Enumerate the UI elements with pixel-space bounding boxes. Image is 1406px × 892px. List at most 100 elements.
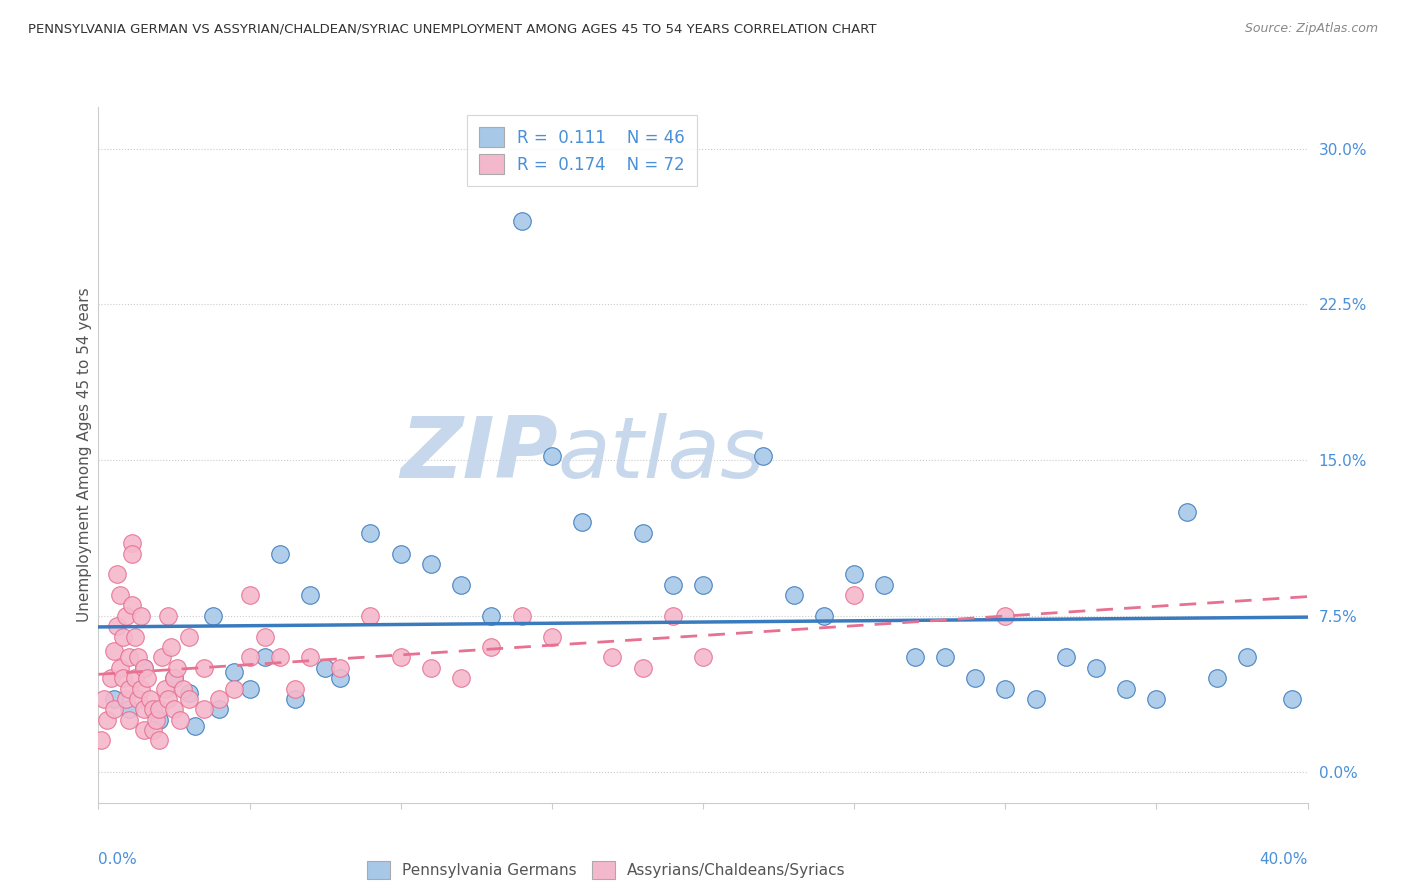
Point: [103, 692, 125, 706]
Text: PENNSYLVANIA GERMAN VS ASSYRIAN/CHALDEAN/SYRIAC UNEMPLOYMENT AMONG AGES 45 TO 54: PENNSYLVANIA GERMAN VS ASSYRIAN/CHALDEAN…: [28, 22, 876, 36]
Point: [179, 686, 201, 700]
Point: [1144, 692, 1167, 706]
Point: [481, 640, 503, 654]
Point: [139, 692, 162, 706]
Point: [661, 608, 683, 623]
Text: atlas: atlas: [558, 413, 766, 497]
Point: [389, 547, 412, 561]
Point: [160, 640, 183, 654]
Point: [752, 449, 775, 463]
Point: [103, 644, 125, 658]
Point: [118, 713, 141, 727]
Point: [1206, 671, 1229, 685]
Point: [108, 661, 131, 675]
Point: [156, 608, 179, 623]
Point: [269, 650, 291, 665]
Point: [692, 578, 714, 592]
Point: [208, 692, 231, 706]
Point: [121, 536, 143, 550]
Point: [934, 650, 956, 665]
Point: [111, 671, 134, 685]
Point: [129, 681, 152, 696]
Point: [132, 702, 155, 716]
Point: [96, 713, 118, 727]
Point: [571, 516, 593, 530]
Point: [148, 702, 170, 716]
Point: [202, 608, 225, 623]
Point: [121, 599, 143, 613]
Point: [93, 692, 115, 706]
Point: [148, 713, 170, 727]
Point: [420, 661, 443, 675]
Point: [510, 214, 533, 228]
Point: [360, 525, 382, 540]
Point: [114, 608, 136, 623]
Point: [142, 723, 165, 738]
Point: [145, 713, 167, 727]
Point: [631, 525, 654, 540]
Point: [1024, 692, 1046, 706]
Point: [253, 630, 276, 644]
Point: [132, 661, 155, 675]
Point: [299, 588, 322, 602]
Point: [118, 702, 141, 716]
Point: [329, 661, 352, 675]
Point: [1115, 681, 1137, 696]
Point: [994, 681, 1017, 696]
Point: [299, 650, 322, 665]
Point: [873, 578, 896, 592]
Point: [129, 608, 152, 623]
Point: [163, 671, 186, 685]
Point: [103, 702, 125, 716]
Point: [782, 588, 804, 602]
Point: [314, 661, 336, 675]
Point: [1236, 650, 1258, 665]
Legend: Pennsylvania Germans, Assyrians/Chaldeans/Syriacs: Pennsylvania Germans, Assyrians/Chaldean…: [361, 855, 852, 886]
Point: [239, 650, 262, 665]
Point: [193, 702, 215, 716]
Point: [481, 608, 503, 623]
Point: [118, 681, 141, 696]
Point: [965, 671, 987, 685]
Point: [148, 733, 170, 747]
Point: [692, 650, 714, 665]
Point: [420, 557, 443, 571]
Text: ZIP: ZIP: [401, 413, 558, 497]
Point: [450, 578, 472, 592]
Point: [184, 719, 207, 733]
Point: [329, 671, 352, 685]
Point: [124, 630, 146, 644]
Point: [127, 692, 149, 706]
Point: [193, 661, 215, 675]
Point: [153, 681, 176, 696]
Point: [208, 702, 231, 716]
Point: [90, 733, 112, 747]
Point: [1175, 505, 1198, 519]
Point: [510, 608, 533, 623]
Point: [179, 692, 201, 706]
Point: [239, 681, 262, 696]
Point: [904, 650, 927, 665]
Point: [172, 681, 194, 696]
Point: [389, 650, 412, 665]
Point: [1281, 692, 1303, 706]
Point: [127, 650, 149, 665]
Text: 40.0%: 40.0%: [1260, 852, 1308, 866]
Text: Source: ZipAtlas.com: Source: ZipAtlas.com: [1244, 22, 1378, 36]
Point: [163, 671, 186, 685]
Point: [813, 608, 835, 623]
Point: [111, 630, 134, 644]
Point: [156, 692, 179, 706]
Point: [132, 723, 155, 738]
Point: [844, 588, 866, 602]
Point: [114, 692, 136, 706]
Point: [105, 619, 128, 633]
Point: [166, 661, 188, 675]
Point: [284, 681, 307, 696]
Point: [661, 578, 683, 592]
Point: [994, 608, 1017, 623]
Point: [224, 681, 246, 696]
Point: [118, 650, 141, 665]
Point: [284, 692, 307, 706]
Point: [108, 588, 131, 602]
